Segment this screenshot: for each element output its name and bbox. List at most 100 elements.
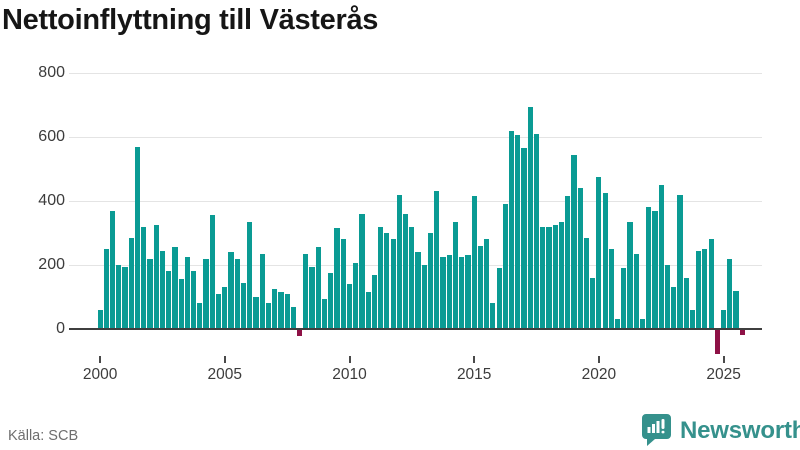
y-axis-label-600: 600 [38, 128, 65, 145]
bar-2022-Q3 [658, 185, 664, 329]
bar-2001-Q1 [122, 266, 128, 329]
x-tick-2015 [473, 356, 476, 363]
bar-2012-Q4 [415, 252, 421, 329]
bar-2005-Q1 [222, 287, 228, 329]
bar-2020-Q4 [615, 319, 621, 329]
bar-2008-Q3 [309, 266, 315, 329]
bar-2014-Q1 [446, 255, 452, 329]
bar-2021-Q1 [621, 268, 627, 329]
bar-2022-Q1 [646, 207, 652, 329]
bar-2004-Q1 [197, 303, 203, 329]
bar-2002-Q2 [153, 225, 159, 329]
bar-2014-Q3 [459, 257, 465, 329]
bar-2018-Q2 [552, 225, 558, 329]
bar-2002-Q4 [166, 271, 172, 329]
bar-2006-Q3 [259, 253, 265, 329]
x-tick-2020 [597, 356, 600, 363]
bar-2013-Q3 [434, 191, 440, 329]
bar-2020-Q1 [596, 177, 602, 329]
bar-2005-Q3 [234, 258, 240, 329]
bar-2020-Q2 [602, 193, 608, 329]
bar-2017-Q4 [540, 226, 546, 329]
bar-2003-Q1 [172, 247, 178, 329]
bar-2023-Q2 [677, 194, 683, 329]
bar-2004-Q2 [203, 258, 209, 329]
bar-2025-Q3 [733, 290, 739, 329]
bar-2017-Q2 [527, 106, 533, 329]
bar-2007-Q3 [284, 293, 290, 329]
bar-2002-Q3 [159, 250, 166, 329]
net-migration-bar-chart: 0 200 400 600 800 2000 2005 2010 2015 2020 2025 [38, 64, 762, 383]
y-axis-label-200: 200 [38, 256, 65, 273]
bar-2010-Q2 [353, 263, 359, 329]
bar-2015-Q1 [471, 196, 477, 329]
bar-2000-Q4 [116, 265, 122, 329]
bar-2004-Q3 [209, 215, 215, 329]
bar-2013-Q1 [421, 265, 427, 329]
bar-2008-Q4 [315, 247, 321, 329]
bar-2001-Q2 [128, 237, 134, 329]
bar-2025-Q1 [721, 309, 727, 329]
bar-2006-Q1 [247, 221, 253, 329]
gridline-600 [69, 136, 762, 138]
bar-2019-Q2 [577, 188, 583, 329]
x-axis-zero-line [69, 328, 762, 331]
bar-2010-Q4 [365, 292, 371, 329]
gridline-400 [69, 200, 762, 202]
bar-2018-Q3 [558, 221, 565, 329]
bar-2017-Q3 [533, 133, 540, 329]
bar-2011-Q2 [378, 226, 384, 329]
bar-2013-Q4 [440, 257, 446, 329]
bar-2005-Q2 [228, 252, 234, 329]
bar-2003-Q4 [191, 271, 197, 329]
bar-2014-Q2 [452, 221, 459, 329]
bar-2024-Q2 [702, 249, 708, 329]
bar-2001-Q3 [134, 146, 141, 329]
bar-2012-Q3 [409, 226, 415, 329]
bar-2021-Q4 [639, 319, 646, 329]
bar-2011-Q1 [371, 274, 378, 329]
bar-2000-Q1 [97, 309, 103, 329]
x-tick-2025 [722, 356, 725, 363]
bar-2006-Q4 [265, 303, 272, 329]
bar-2012-Q2 [403, 213, 409, 329]
bar-2021-Q2 [627, 221, 633, 329]
bar-2008-Q1 [297, 330, 303, 337]
bar-2002-Q1 [147, 258, 153, 329]
newsworthy-wordmark: Newsworthy [680, 416, 800, 444]
bar-2021-Q3 [633, 253, 639, 329]
bar-2000-Q2 [103, 249, 109, 329]
gridline-800 [69, 72, 762, 74]
source-attribution: Källa: SCB [8, 428, 79, 444]
bar-2013-Q2 [427, 233, 434, 329]
bar-2015-Q2 [477, 245, 484, 329]
y-axis-label-0: 0 [56, 320, 65, 337]
page-title: Nettoinflyttning till Västerås [2, 4, 379, 36]
newsworthy-logo[interactable]: Newsworthy [641, 413, 800, 447]
bar-2000-Q3 [109, 210, 116, 329]
bar-2005-Q4 [240, 282, 247, 329]
bar-2015-Q4 [490, 303, 496, 329]
bar-2023-Q4 [689, 309, 695, 329]
bar-2025-Q4 [739, 330, 745, 335]
bar-2010-Q1 [346, 284, 353, 329]
bar-2011-Q4 [390, 239, 396, 329]
bar-2022-Q4 [664, 265, 671, 329]
bar-2009-Q4 [340, 239, 346, 329]
y-axis-label-400: 400 [38, 192, 65, 209]
bar-2023-Q3 [683, 277, 689, 329]
bar-2020-Q3 [608, 249, 614, 329]
y-axis-label-800: 800 [38, 64, 65, 81]
bar-2007-Q1 [272, 289, 278, 329]
x-axis-label-2015: 2015 [456, 366, 492, 383]
bar-2024-Q1 [696, 250, 702, 329]
x-tick-2000 [99, 356, 102, 363]
bar-2006-Q2 [253, 297, 259, 329]
bar-2012-Q1 [396, 194, 402, 329]
bar-2018-Q1 [546, 226, 552, 329]
bar-2016-Q4 [515, 135, 521, 329]
bar-2009-Q3 [334, 228, 340, 329]
bar-2009-Q2 [328, 273, 334, 329]
bar-2016-Q2 [502, 204, 508, 329]
